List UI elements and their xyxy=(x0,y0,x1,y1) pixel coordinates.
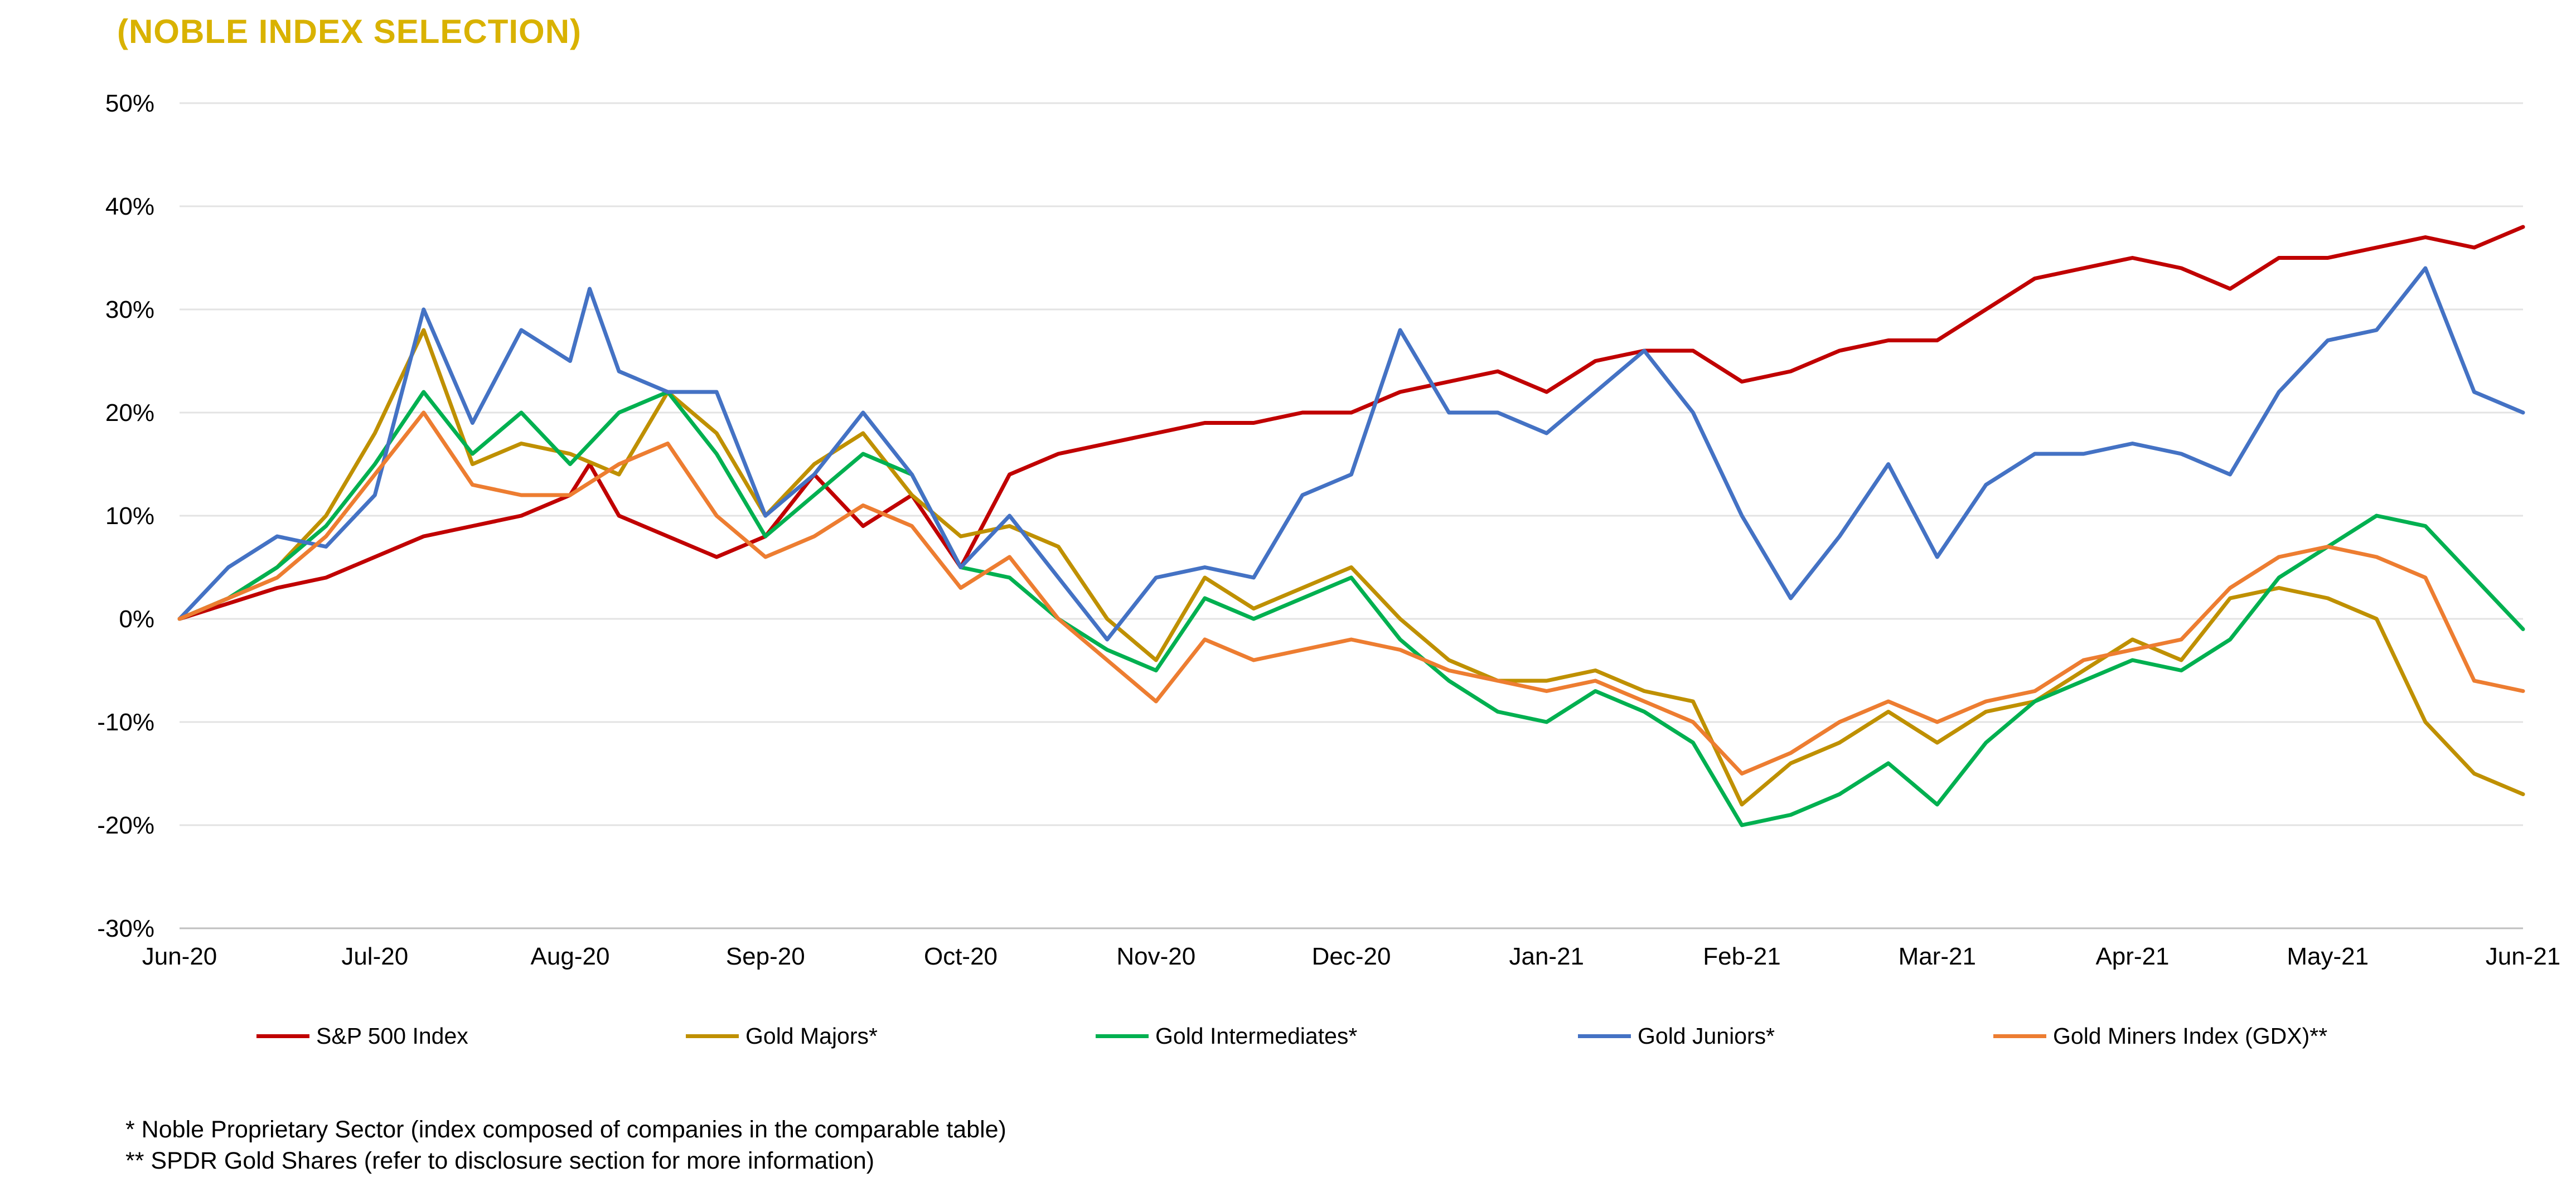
y-tick-label: 30% xyxy=(105,296,154,323)
legend-item-4: Gold Miners Index (GDX)** xyxy=(1993,1023,2327,1049)
gridlines xyxy=(180,102,2523,929)
series-layer xyxy=(177,225,2525,827)
x-tick-label: Jul-20 xyxy=(341,943,408,970)
legend-swatch xyxy=(686,1034,739,1038)
line-chart: -30% -20% -10% 0% 10% 20% 30% 40% 50% Jun-20 Jul-2… xyxy=(97,90,2560,970)
series-line-2 xyxy=(177,390,2525,827)
y-tick-label: 0% xyxy=(119,605,154,633)
legend-label: S&P 500 Index xyxy=(316,1023,468,1049)
legend-label: Gold Miners Index (GDX)** xyxy=(2053,1023,2328,1049)
x-tick-label: Jun-20 xyxy=(142,943,217,970)
legend-swatch xyxy=(1096,1034,1149,1038)
y-tick-label: 50% xyxy=(105,90,154,117)
x-tick-label: Aug-20 xyxy=(531,943,610,970)
x-tick-label: Sep-20 xyxy=(726,943,805,970)
y-tick-label: 20% xyxy=(105,399,154,427)
y-tick-label: -30% xyxy=(97,915,154,942)
x-tick-label: Dec-20 xyxy=(1312,943,1391,970)
legend-swatch xyxy=(1578,1034,1631,1038)
x-tick-label: May-21 xyxy=(2287,943,2369,970)
series-line-4 xyxy=(177,410,2525,776)
y-tick-label: -20% xyxy=(97,812,154,839)
footnote-1: * Noble Proprietary Sector (index compos… xyxy=(125,1116,1006,1143)
footnotes: * Noble Proprietary Sector (index compos… xyxy=(125,1114,1006,1176)
series-line-0 xyxy=(177,225,2525,621)
series-line-3 xyxy=(177,266,2525,642)
y-tick-label: 40% xyxy=(105,193,154,220)
legend-item-3: Gold Juniors* xyxy=(1578,1023,1775,1049)
x-tick-label: Jun-21 xyxy=(2486,943,2561,970)
legend-label: Gold Majors* xyxy=(745,1023,878,1049)
legend-label: Gold Intermediates* xyxy=(1155,1023,1358,1049)
x-tick-label: Mar-21 xyxy=(1899,943,1976,970)
y-tick-label: 10% xyxy=(105,502,154,530)
chart-title: (NOBLE INDEX SELECTION) xyxy=(117,13,582,50)
y-tick-label: -10% xyxy=(97,709,154,736)
x-tick-label: Jan-21 xyxy=(1509,943,1584,970)
axes: -30% -20% -10% 0% 10% 20% 30% 40% 50% Jun-20 Jul-2… xyxy=(97,90,2560,970)
x-tick-label: Oct-20 xyxy=(924,943,998,970)
x-tick-label: Nov-20 xyxy=(1116,943,1195,970)
x-tick-label: Feb-21 xyxy=(1703,943,1780,970)
legend-swatch xyxy=(256,1034,309,1038)
legend-label: Gold Juniors* xyxy=(1638,1023,1775,1049)
legend-swatch xyxy=(1993,1034,2046,1038)
footnote-2: ** SPDR Gold Shares (refer to disclosure… xyxy=(125,1147,875,1174)
legend: S&P 500 Index Gold Majors* Gold Intermedia… xyxy=(0,1023,2576,1057)
series-line-1 xyxy=(177,328,2525,807)
legend-item-1: Gold Majors* xyxy=(686,1023,878,1049)
x-tick-label: Apr-21 xyxy=(2095,943,2169,970)
legend-item-0: S&P 500 Index xyxy=(256,1023,468,1049)
legend-item-2: Gold Intermediates* xyxy=(1096,1023,1357,1049)
